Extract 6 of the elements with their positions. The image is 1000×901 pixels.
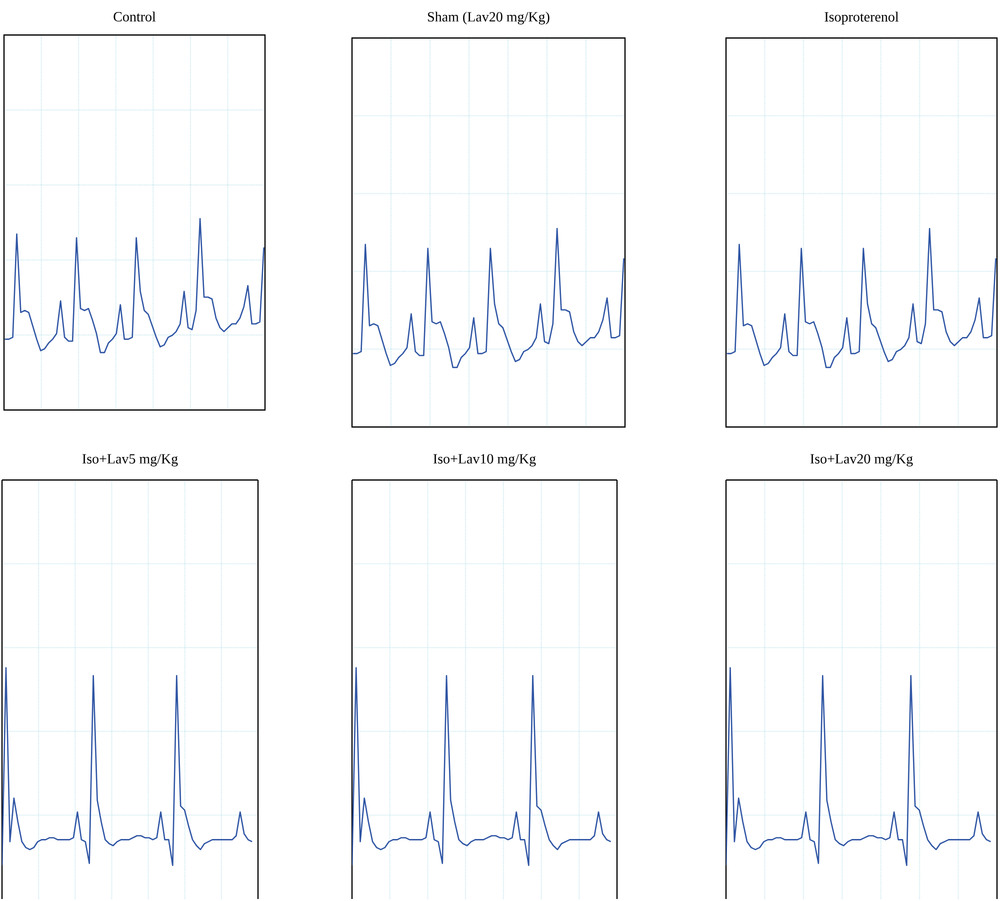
chart-title: Isoproterenol (824, 12, 899, 24)
chart-title: Sham (Lav20 mg/Kg) (428, 12, 550, 24)
chart-title: Iso+Lav5 mg/Kg (82, 454, 178, 466)
chart-title: Control (114, 12, 156, 22)
chart-title: Iso+Lav20 mg/Kg (810, 454, 913, 466)
chart-title: Iso+Lav10 mg/Kg (433, 454, 536, 466)
